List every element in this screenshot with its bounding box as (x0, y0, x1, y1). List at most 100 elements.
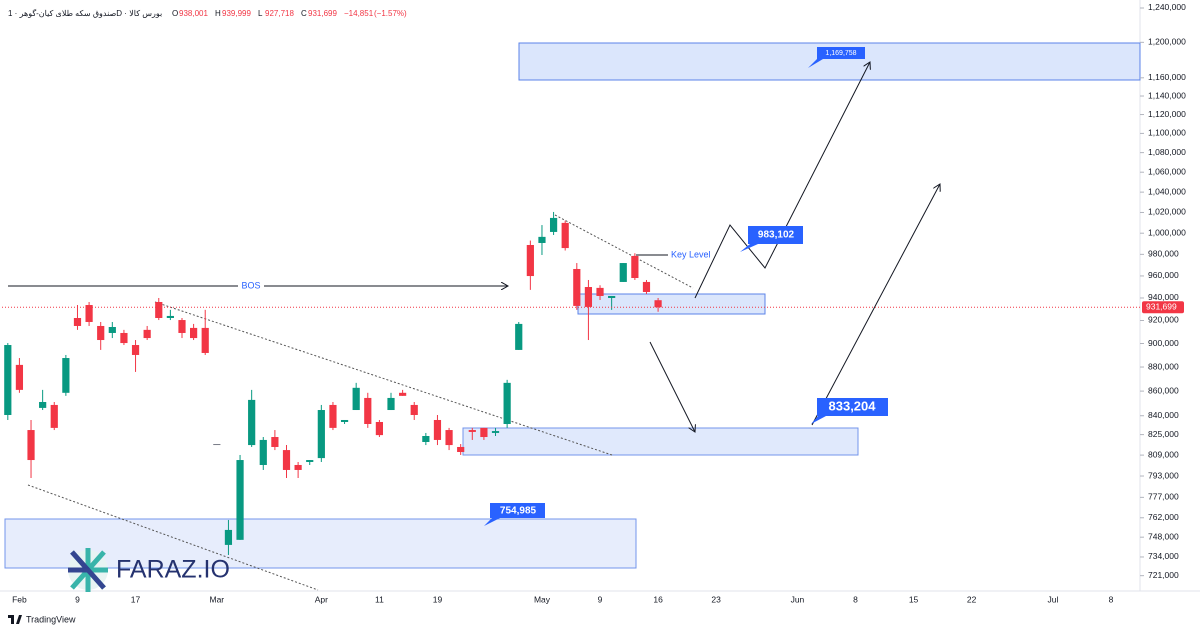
candle-body (584, 287, 593, 307)
candle-body (340, 419, 349, 422)
x-tick-label: Feb (12, 594, 27, 604)
candle-body (619, 263, 627, 282)
candle-body (410, 404, 418, 415)
candle-body (654, 300, 662, 308)
zone (4, 518, 637, 569)
candle-body (120, 332, 128, 344)
x-tick-label: 9 (75, 594, 80, 604)
candle-body (166, 315, 174, 318)
candle-body (294, 464, 302, 470)
candle-body (50, 404, 58, 428)
x-tick-label: 9 (598, 594, 603, 604)
candle-body (387, 397, 395, 411)
legend-key: C (301, 9, 307, 18)
x-tick-label: 11 (375, 594, 384, 604)
y-tick-label: 825,000 (1148, 429, 1179, 439)
y-tick-label: 980,000 (1148, 249, 1179, 259)
candle-body (15, 364, 24, 390)
x-tick-label: Mar (210, 594, 225, 604)
x-tick-label: Jul (1047, 594, 1058, 604)
path-arrow (649, 341, 695, 432)
candle-body (468, 430, 476, 432)
candle-body (271, 437, 279, 447)
y-tick-label: 860,000 (1148, 385, 1179, 395)
y-tick-label: 1,020,000 (1148, 207, 1186, 217)
y-tick-label: 748,000 (1148, 531, 1179, 541)
y-tick-label: 762,000 (1148, 512, 1179, 522)
candle-body (573, 268, 581, 306)
candle-body (108, 327, 116, 333)
x-tick-label: 8 (853, 594, 858, 604)
candle-body (422, 435, 430, 442)
chart-title: صندوق سکه طلای کیان-گوهر · 1D · بورس کال… (8, 8, 162, 18)
watermark: FARAZ.IO (116, 556, 230, 584)
x-tick-label: 23 (711, 594, 721, 604)
candle-body (190, 327, 198, 339)
candle-body (143, 329, 151, 339)
candle-body (27, 430, 35, 461)
path-arrow (811, 184, 940, 426)
legend-key: H (215, 9, 221, 18)
candle-body (608, 295, 616, 298)
candle-body (236, 460, 244, 540)
candle-body (248, 399, 256, 446)
legend-value: 927,718 (265, 9, 294, 18)
footer: TradingView (26, 614, 76, 624)
last-price-label: 931,699 (1146, 302, 1177, 312)
tradingview-logo (8, 615, 22, 624)
x-tick-label: 16 (653, 594, 663, 604)
y-tick-label: 920,000 (1148, 315, 1179, 325)
target-box (808, 47, 865, 68)
y-tick-label: 809,000 (1148, 449, 1179, 459)
candle-body (445, 430, 453, 446)
candle-body (282, 450, 291, 470)
x-tick-label: 22 (967, 594, 977, 604)
candle-body (596, 287, 604, 296)
candle-body (97, 325, 105, 341)
candle-body (131, 345, 140, 355)
trend-line (154, 301, 613, 456)
y-tick-label: 960,000 (1148, 270, 1179, 280)
target-box (811, 398, 888, 424)
y-tick-label: 734,000 (1148, 551, 1179, 561)
legend-key: O (172, 9, 178, 18)
candle-body (178, 320, 186, 333)
x-tick-label: Apr (315, 594, 328, 604)
legend-value: 939,999 (222, 9, 251, 18)
target-label: 754,985 (500, 506, 537, 517)
y-tick-label: 1,100,000 (1148, 128, 1186, 138)
legend-value: 938,001 (179, 9, 208, 18)
x-tick-label: Jun (791, 594, 805, 604)
y-tick-label: 1,240,000 (1148, 2, 1186, 12)
x-tick-label: 17 (131, 594, 141, 604)
candle-body (259, 439, 267, 465)
candle-body (73, 317, 82, 326)
candle-body (642, 281, 651, 292)
y-tick-label: 880,000 (1148, 361, 1179, 371)
y-tick-label: 1,120,000 (1148, 109, 1186, 119)
watermark-logo (68, 548, 108, 592)
zone (577, 293, 766, 315)
candle-body (375, 421, 383, 436)
y-tick-label: 1,060,000 (1148, 166, 1186, 176)
candle-body (457, 446, 465, 453)
candle-body (549, 217, 558, 232)
key-level-label: Key Level (671, 249, 711, 259)
y-tick-label: 721,000 (1148, 570, 1179, 580)
candle-body (526, 244, 534, 277)
candle-body (399, 392, 407, 396)
legend-value: 931,699 (308, 9, 337, 18)
candle-body (39, 401, 47, 408)
target-box (484, 503, 545, 526)
y-tick-label: 1,140,000 (1148, 90, 1186, 100)
candle-body (433, 419, 442, 440)
candle-body (224, 529, 233, 545)
target-box (740, 226, 803, 252)
candle-body (306, 460, 314, 462)
trend-line (27, 484, 319, 591)
bos-label: BOS (241, 280, 260, 290)
legend-change: −14,851 (344, 9, 374, 18)
candle-body (515, 323, 523, 350)
y-tick-label: 1,040,000 (1148, 186, 1186, 196)
